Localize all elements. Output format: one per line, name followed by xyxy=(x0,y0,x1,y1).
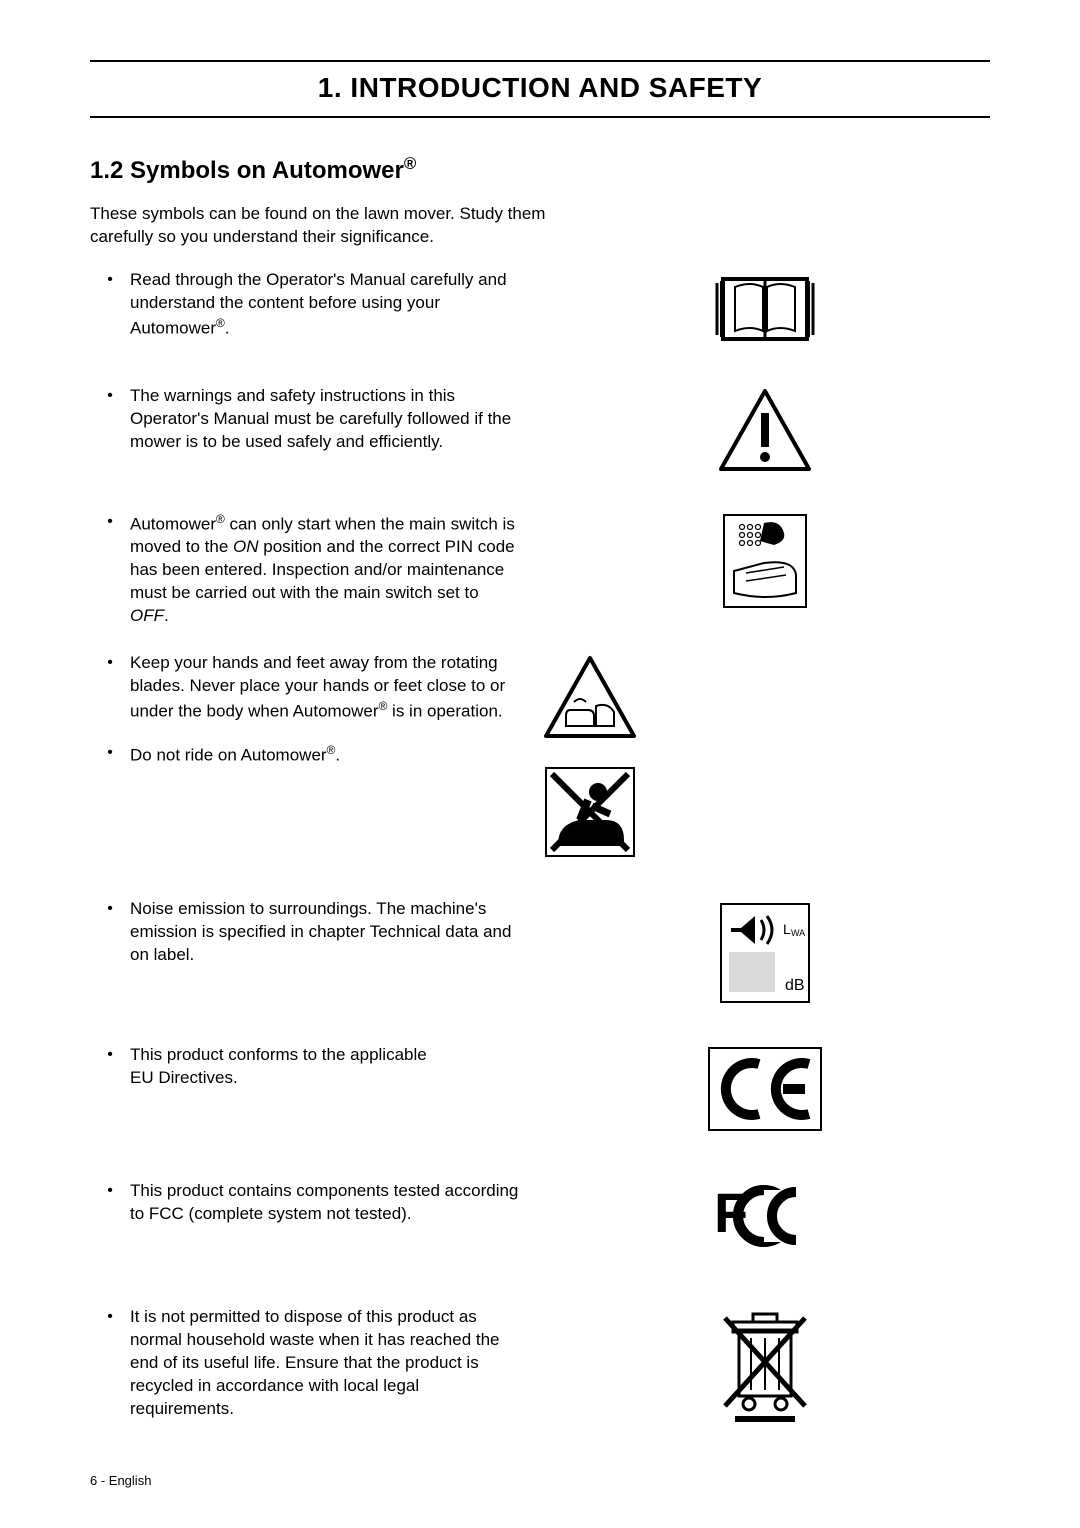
svg-text:WA: WA xyxy=(791,928,805,938)
list-item: • Noise emission to surroundings. The ma… xyxy=(90,898,520,967)
section-intro: These symbols can be found on the lawn m… xyxy=(90,203,550,249)
weee-icon xyxy=(715,1306,815,1426)
warning-triangle-icon xyxy=(715,385,815,475)
bullet-text-col: • The warnings and safety instructions i… xyxy=(90,385,540,472)
hands-feet-warning-icon xyxy=(540,652,640,742)
list-item: • This product contains components teste… xyxy=(90,1180,520,1226)
bullet-icon: • xyxy=(90,269,130,340)
no-ride-icon xyxy=(540,762,640,862)
svg-text:dB: dB xyxy=(785,977,805,994)
bullet-text-col: • Read through the Operator's Manual car… xyxy=(90,269,540,358)
bullet-icon: • xyxy=(90,385,130,454)
header-rule-bottom xyxy=(90,116,990,118)
bullet-icon: • xyxy=(90,511,130,628)
bullet-text: The warnings and safety instructions in … xyxy=(130,385,520,454)
list-item: • This product conforms to the applicabl… xyxy=(90,1044,520,1090)
bullet-text: Read through the Operator's Manual caref… xyxy=(130,269,520,340)
section-title: 1.2 Symbols on Automower® xyxy=(90,154,990,185)
bullet-icon: • xyxy=(90,1306,130,1421)
bullet-text: This product contains components tested … xyxy=(130,1180,520,1226)
symbol-icon-col xyxy=(540,511,990,611)
bullet-text-col: • This product contains components teste… xyxy=(90,1180,540,1244)
bullet-text-col: • This product conforms to the applicabl… xyxy=(90,1044,540,1108)
bullet-icon: • xyxy=(90,652,130,723)
bullet-text-col: • Noise emission to surroundings. The ma… xyxy=(90,898,540,985)
list-item: • Keep your hands and feet away from the… xyxy=(90,652,520,723)
bullet-icon: • xyxy=(90,898,130,967)
bullet-text: Noise emission to surroundings. The mach… xyxy=(130,898,520,967)
symbol-list: • Read through the Operator's Manual car… xyxy=(90,269,990,1462)
header-rule-top xyxy=(90,60,990,62)
bullet-text-col: • Keep your hands and feet away from the… xyxy=(90,652,540,785)
list-item: • The warnings and safety instructions i… xyxy=(90,385,520,454)
bullet-text: This product conforms to the applicable … xyxy=(130,1044,520,1090)
bullet-text-col: • Automower® can only start when the mai… xyxy=(90,511,540,646)
bullet-icon: • xyxy=(90,742,130,768)
bullet-icon: • xyxy=(90,1044,130,1090)
symbol-icon-col xyxy=(540,1044,990,1134)
bullet-icon: • xyxy=(90,1180,130,1226)
svg-text:L: L xyxy=(783,921,791,937)
manual-icon xyxy=(715,269,815,349)
bullet-text: It is not permitted to dispose of this p… xyxy=(130,1306,520,1421)
symbol-icon-col xyxy=(540,385,990,475)
bullet-text: Keep your hands and feet away from the r… xyxy=(130,652,520,723)
ce-icon xyxy=(705,1044,825,1134)
keypad-manual-icon xyxy=(720,511,810,611)
fcc-icon: F xyxy=(710,1180,820,1250)
bullet-text: Automower® can only start when the main … xyxy=(130,511,520,628)
bullet-text: Do not ride on Automower®. xyxy=(130,742,520,768)
list-item: • Automower® can only start when the mai… xyxy=(90,511,520,628)
bullet-text-col: • It is not permitted to dispose of this… xyxy=(90,1306,540,1439)
symbol-icon-col xyxy=(540,652,990,862)
symbol-icon-col: F xyxy=(540,1180,990,1250)
symbol-icon-col xyxy=(540,1306,990,1426)
noise-icon: L WA dB xyxy=(715,898,815,1008)
symbol-icon-col xyxy=(540,269,990,349)
chapter-title: 1. INTRODUCTION AND SAFETY xyxy=(90,68,990,108)
list-item: • It is not permitted to dispose of this… xyxy=(90,1306,520,1421)
list-item: • Read through the Operator's Manual car… xyxy=(90,269,520,340)
page-footer: 6 - English xyxy=(90,1473,151,1488)
list-item: • Do not ride on Automower®. xyxy=(90,742,520,768)
symbol-icon-col: L WA dB xyxy=(540,898,990,1008)
